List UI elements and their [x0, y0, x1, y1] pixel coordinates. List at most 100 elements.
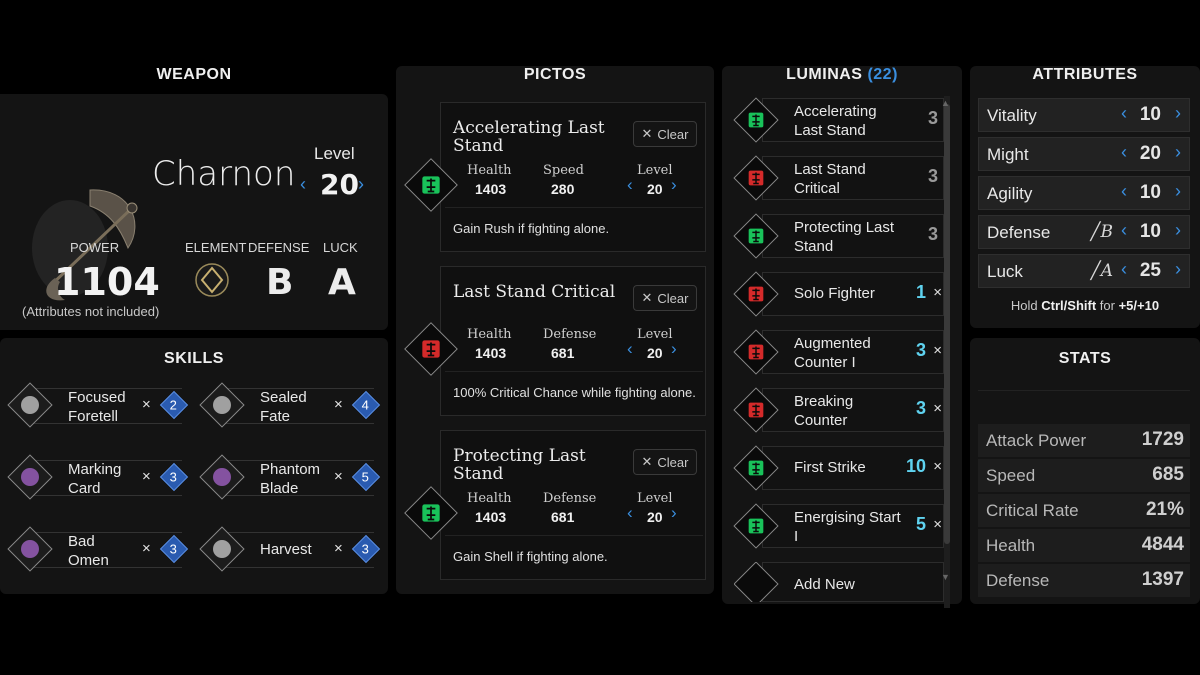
skill-slot[interactable]: Sealed Fate × 4	[199, 382, 381, 428]
lumina-remove-icon[interactable]: ×	[933, 516, 942, 533]
skill-icon-figure	[21, 540, 39, 558]
scroll-down-icon[interactable]: ▼	[941, 572, 950, 582]
lumina-item[interactable]: Protecting Last Stand 3	[733, 213, 944, 259]
lumina-remove-icon[interactable]: ×	[933, 284, 942, 301]
lumina-remove-icon[interactable]: ×	[933, 400, 942, 417]
attribute-increase-icon[interactable]: ›	[1175, 142, 1181, 162]
picto-clear-button[interactable]: ✕ Clear	[633, 449, 697, 475]
attribute-increase-icon[interactable]: ›	[1175, 220, 1181, 240]
picto-icon-glyph	[418, 172, 444, 198]
skill-remove-icon[interactable]: ×	[334, 540, 343, 557]
picto-name: Protecting Last Stand	[453, 446, 586, 484]
skill-slot[interactable]: Focused Foretell × 2	[7, 382, 189, 428]
weapon-level-increase-icon[interactable]: ›	[358, 174, 364, 194]
lumina-remove-icon[interactable]: ×	[933, 342, 942, 359]
skill-cost-value: 4	[361, 397, 369, 413]
skill-icon-figure	[213, 540, 231, 558]
skill-remove-icon[interactable]: ×	[142, 396, 151, 413]
skill-cost-badge: 5	[351, 462, 381, 492]
attribute-label: Agility	[987, 184, 1033, 203]
weapon-level-decrease-icon[interactable]: ‹	[300, 174, 306, 194]
skill-remove-icon[interactable]: ×	[334, 468, 343, 485]
picto-level-decrease-icon[interactable]: ‹	[627, 339, 633, 358]
lumina-item[interactable]: Energising Start I 5 ×	[733, 503, 944, 549]
picto-name: Accelerating Last Stand	[453, 118, 605, 156]
picto-card[interactable]: Protecting Last Stand ✕ Clear Health 1403 Def…	[440, 430, 706, 580]
element-icon	[195, 263, 229, 297]
lumina-add-new-row[interactable]: Add New	[734, 562, 944, 602]
luminas-scrollbar-thumb[interactable]	[944, 104, 950, 544]
attribute-decrease-icon[interactable]: ‹	[1121, 142, 1127, 162]
skill-cost-badge: 3	[351, 534, 381, 564]
skill-cost-value: 5	[361, 469, 369, 485]
stat-label: Attack Power	[986, 431, 1087, 450]
skill-slot[interactable]: Phantom Blade × 5	[199, 454, 381, 500]
skill-slot[interactable]: Bad Omen × 3	[7, 526, 189, 572]
lumina-name: Breaking Counter	[794, 393, 854, 429]
picto-level-decrease-icon[interactable]: ‹	[627, 175, 633, 194]
lumina-add-new-box	[762, 562, 944, 602]
picto-stat-label: Health	[467, 327, 512, 342]
attribute-decrease-icon[interactable]: ‹	[1121, 220, 1127, 240]
attribute-increase-icon[interactable]: ›	[1175, 103, 1181, 123]
skill-slot[interactable]: Marking Card × 3	[7, 454, 189, 500]
stat-label: Critical Rate	[986, 501, 1079, 520]
lumina-item-box	[762, 156, 944, 200]
lumina-item[interactable]: Augmented Counter I 3 ×	[733, 329, 944, 375]
picto-stat-value: 280	[551, 181, 575, 197]
skill-slot-box	[32, 388, 182, 424]
lumina-item[interactable]: Last Stand Critical 3	[733, 155, 944, 201]
weapon-panel: WEAPON Charnon Level ‹ 20 › POWER 1104 (…	[0, 66, 388, 330]
picto-divider	[445, 535, 703, 536]
pictos-panel: PICTOS Accelerating Last Stand ✕ Clear Heal…	[396, 66, 714, 594]
picto-level-increase-icon[interactable]: ›	[671, 339, 677, 358]
attribute-increase-icon[interactable]: ›	[1175, 181, 1181, 201]
lumina-item[interactable]: Accelerating Last Stand 3	[733, 97, 944, 143]
lumina-icon-glyph	[745, 167, 767, 189]
skill-slot-box	[224, 532, 374, 568]
attribute-value: 10	[1139, 182, 1161, 203]
stat-row: Defense 1397	[978, 564, 1190, 597]
hint-keys: Ctrl/Shift	[1041, 298, 1097, 313]
luck-label: LUCK	[323, 240, 358, 255]
picto-clear-button[interactable]: ✕ Clear	[633, 285, 697, 311]
weapon-name: Charnon	[152, 154, 296, 194]
picto-level-increase-icon[interactable]: ›	[671, 175, 677, 194]
lumina-item-box	[762, 330, 944, 374]
scroll-up-icon[interactable]: ▲	[941, 98, 950, 108]
picto-level-increase-icon[interactable]: ›	[671, 503, 677, 522]
lumina-add-new[interactable]	[734, 622, 944, 666]
lumina-name: First Strike	[794, 459, 866, 476]
picto-card[interactable]: Accelerating Last Stand ✕ Clear Health 1403 S…	[440, 102, 706, 252]
skill-slot[interactable]: Harvest × 3	[199, 526, 381, 572]
skill-remove-icon[interactable]: ×	[142, 468, 151, 485]
attribute-decrease-icon[interactable]: ‹	[1121, 259, 1127, 279]
skill-cost-value: 3	[361, 541, 369, 557]
skill-name-line-2: Card	[68, 480, 101, 497]
luminas-scrollbar[interactable]	[944, 96, 950, 608]
picto-stat-value: 1403	[475, 509, 507, 525]
picto-effect: Gain Rush if fighting alone.	[453, 221, 610, 236]
attribute-decrease-icon[interactable]: ‹	[1121, 181, 1127, 201]
lumina-item[interactable]: Solo Fighter 1 ×	[733, 271, 944, 317]
lumina-remove-icon[interactable]: ×	[933, 458, 942, 475]
skill-remove-icon[interactable]: ×	[334, 396, 343, 413]
skill-remove-icon[interactable]: ×	[142, 540, 151, 557]
lumina-item[interactable]: Breaking Counter 3 ×	[733, 387, 944, 433]
skills-panel: SKILLS Focused Foretell × 2 Sealed Fate × 4 Mark…	[0, 338, 388, 594]
picto-level-decrease-icon[interactable]: ‹	[627, 503, 633, 522]
luminas-title: LUMINAS (22)	[722, 66, 962, 84]
lumina-item[interactable]: First Strike 10 ×	[733, 445, 944, 491]
attribute-decrease-icon[interactable]: ‹	[1121, 103, 1127, 123]
picto-clear-button[interactable]: ✕ Clear	[633, 121, 697, 147]
stat-label: Health	[986, 536, 1036, 555]
attribute-increase-icon[interactable]: ›	[1175, 259, 1181, 279]
skill-name: Marking Card	[68, 460, 121, 498]
picto-card[interactable]: Last Stand Critical ✕ Clear Health 1403 Defen…	[440, 266, 706, 416]
picto-clear-label: Clear	[657, 454, 689, 470]
lumina-item-box	[762, 504, 944, 548]
stats-title: STATS	[1058, 350, 1112, 367]
skill-name: Phantom Blade	[260, 460, 320, 498]
attribute-value: 10	[1139, 104, 1161, 125]
skill-cost-badge: 2	[159, 390, 189, 420]
